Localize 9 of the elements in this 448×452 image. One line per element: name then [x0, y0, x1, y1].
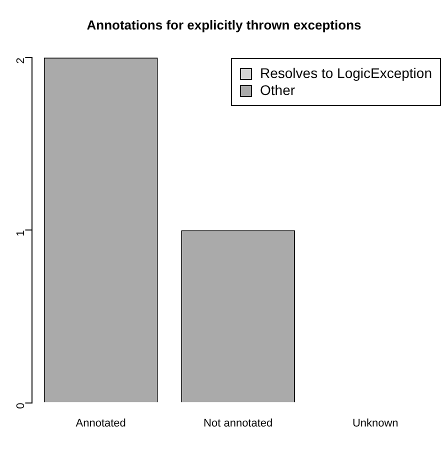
- legend-label: Other: [260, 82, 296, 99]
- y-tick-label: 2: [15, 58, 28, 64]
- x-tick-label: Unknown: [352, 417, 398, 430]
- y-tick-label: 0: [15, 402, 28, 409]
- y-tick-label: 1: [15, 230, 28, 236]
- chart-title: Annotations for explicitly thrown exceptions: [86, 17, 362, 32]
- x-tick-label: Annotated: [76, 417, 126, 430]
- legend-label: Resolves to LogicException: [260, 65, 432, 82]
- x-tick-label: Not annotated: [204, 417, 273, 430]
